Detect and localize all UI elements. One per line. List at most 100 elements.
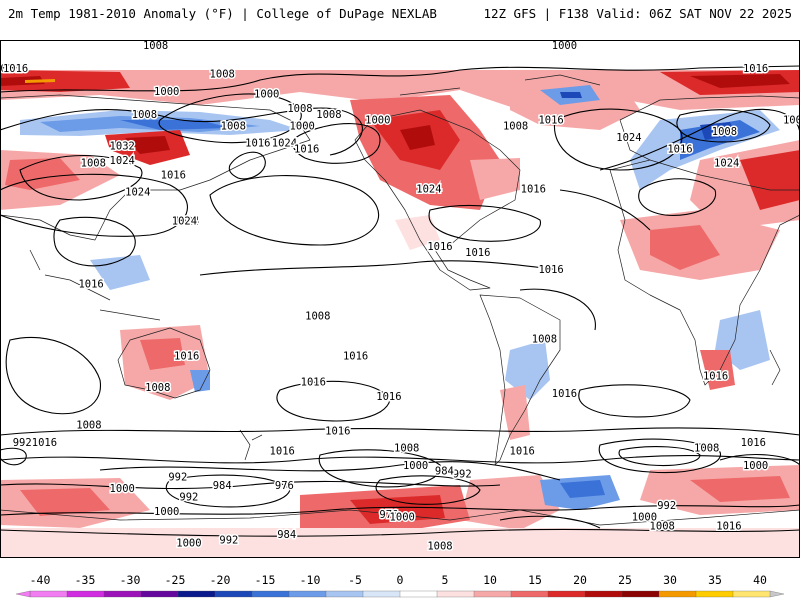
colorbar-tick-label: -20	[210, 573, 231, 587]
isobar-label: 1016	[703, 371, 728, 383]
isobar-label: 1016	[427, 241, 452, 253]
isobar-label: 992	[453, 469, 472, 481]
isobar-label: 1000	[110, 483, 135, 495]
coastlines	[0, 74, 800, 526]
colorbar-swatch	[547, 590, 586, 598]
isobar-label: 1008	[712, 126, 737, 138]
isobar-label: 1016	[343, 351, 368, 363]
colorbar-tick-label: 15	[528, 573, 542, 587]
isobar-label: 1024	[174, 215, 199, 227]
isobar-label: 1008	[221, 120, 246, 132]
isobar-label: 1008	[650, 520, 675, 532]
colorbar-swatch	[621, 590, 660, 598]
colorbar-swatch	[399, 590, 438, 598]
isobar-label: 1016	[510, 446, 535, 458]
colorbar-swatch	[66, 590, 105, 598]
colorbar-swatch	[658, 590, 697, 598]
isobar-label: 1000	[403, 460, 428, 472]
colorbar-swatch	[103, 590, 142, 598]
colorbar-swatch	[362, 590, 401, 598]
colorbar-tick-label: -25	[165, 573, 186, 587]
colorbar-low-arrow	[15, 590, 31, 598]
colorbar-swatch	[29, 590, 68, 598]
isobar-label: 1008	[132, 109, 157, 121]
isobar-label: 1008	[305, 310, 330, 322]
isobar-label: 1016	[3, 63, 28, 75]
model-valid-time: 12Z GFS | F138 Valid: 06Z SAT NOV 22 202…	[483, 6, 792, 21]
colorbar-tick-label: 30	[663, 573, 677, 587]
colorbar-tick-label: -15	[255, 573, 276, 587]
isobar-label: 976	[275, 480, 294, 492]
isobar-label: 992	[13, 437, 32, 449]
colorbar-swatch	[288, 590, 327, 598]
isobar-label: 1016	[325, 425, 350, 437]
colorbar-swatch	[214, 590, 253, 598]
isobar-label: 992	[657, 500, 676, 512]
isobar-label: 1000	[0, 63, 19, 75]
isobar-label: 1000	[254, 89, 279, 101]
colorbar-swatch	[436, 590, 475, 598]
isobar-label: 1016	[521, 184, 546, 196]
colorbar-swatch	[251, 590, 290, 598]
colorbar-tick-label: -5	[348, 573, 362, 587]
isobar-label: 1008	[287, 103, 312, 115]
colorbar-swatch	[473, 590, 512, 598]
isobar-label: 1016	[743, 63, 768, 75]
colorbar-tick-label: 0	[397, 573, 404, 587]
isobar-label: 1024	[272, 138, 297, 150]
colorbar-swatch	[177, 590, 216, 598]
colorbar-swatch	[325, 590, 364, 598]
colorbar-tick-label: -35	[75, 573, 96, 587]
colorbar-tick-label: 25	[618, 573, 632, 587]
isobar-label: 1000	[783, 115, 800, 127]
isobar-label: 1024	[416, 184, 441, 196]
isobar-label: 1000	[176, 538, 201, 550]
isobar-label: 1016	[716, 520, 741, 532]
isobar-label: 1024	[172, 215, 197, 227]
isobar-label: 1008	[210, 69, 235, 81]
colorbar-swatch	[732, 590, 771, 598]
colorbar-swatch	[510, 590, 549, 598]
colorbar-high-arrow	[769, 590, 785, 598]
isobar-label: 1008	[143, 40, 168, 52]
isobar-label: 1016	[161, 169, 186, 181]
isobar-label: 992	[219, 535, 238, 547]
isobar-label: 1016	[538, 264, 563, 276]
isobar-label: 984	[277, 529, 296, 541]
colorbar-tick-label: 35	[708, 573, 722, 587]
isobar-label: 1024	[125, 187, 150, 199]
isobar-label: 1016	[270, 446, 295, 458]
isobar-label: 992	[179, 492, 198, 504]
map-title: 2m Temp 1981-2010 Anomaly (°F) | College…	[8, 6, 437, 21]
colorbar-swatch	[695, 590, 734, 598]
isobar-label: 1008	[76, 420, 101, 432]
isobar-label: 1016	[667, 143, 692, 155]
isobar-label: 1008	[316, 109, 341, 121]
isobar-label: 992	[168, 471, 187, 483]
isobar-label: 1016	[174, 351, 199, 363]
isobar-label: 1008	[503, 120, 528, 132]
colorbar-legend: -40 -35 -30 -25 -20 -15 -10 -5 0 5 10 15 20 25 30 35 40	[15, 573, 785, 598]
isobar-label: 1016	[376, 391, 401, 403]
isobar-label: 1032	[110, 141, 135, 153]
isobar-label: 1000	[632, 512, 657, 524]
isobar-label: 1016	[32, 437, 57, 449]
isobar-label: 1016	[301, 377, 326, 389]
isobar-label: 1016	[741, 437, 766, 449]
isobar-label: 1008	[427, 541, 452, 553]
isobar-label: 1024	[110, 155, 135, 167]
isobar-label: 1000	[390, 512, 415, 524]
isobar-label: 976	[379, 509, 398, 521]
isobar-label: 1016	[245, 138, 270, 150]
isobar-label: 1008	[394, 443, 419, 455]
colorbar-tick-label: -40	[30, 573, 51, 587]
isobar-label: 1000	[743, 460, 768, 472]
isobar-label: 1016	[538, 115, 563, 127]
isobar-label: 984	[213, 480, 232, 492]
isobar-label: 1000	[154, 86, 179, 98]
colorbar-swatch	[584, 590, 623, 598]
colorbar-tick-label: -10	[300, 573, 321, 587]
isobar-label: 1000	[290, 120, 315, 132]
